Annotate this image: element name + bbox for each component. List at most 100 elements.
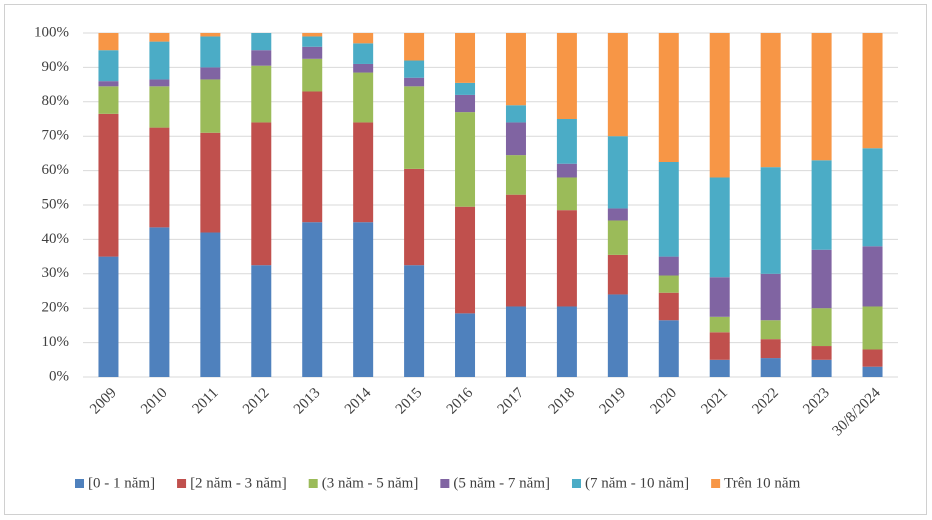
bar-segment [658,292,679,321]
bar-segment [353,63,374,73]
bar-segment [505,105,526,123]
bar-segment [251,50,272,66]
bar-segment [353,33,374,44]
bar-segment [455,94,476,113]
bar-segment [862,246,883,307]
bar-segment [811,33,832,161]
bar-segment [607,220,628,255]
bar-segment [98,50,119,82]
y-tick-label: 20% [42,300,70,316]
bar-segment [607,254,628,295]
bar-segment [862,349,883,367]
bar-segment [760,273,781,321]
legend-label: Trên 10 năm [724,475,800,491]
bar-segment [404,168,425,266]
y-tick-label: 0% [49,368,69,384]
bar-segment [760,320,781,340]
bar-segment [353,222,374,377]
bar-segment [811,249,832,309]
bar-segment [505,122,526,156]
bar-segment [455,33,476,83]
bar-segment [556,306,577,377]
bar-segment [302,222,323,377]
y-tick-label: 30% [42,265,70,281]
bar-segment [149,127,170,228]
bar-segment [302,46,323,59]
bar-segment [149,86,170,128]
bar-segment [200,67,221,80]
bar-segment [149,79,170,87]
bar-segment [455,82,476,95]
bar-segment [404,77,425,87]
bar-segment [811,160,832,250]
bar-segment [709,177,730,278]
bar-segment [98,81,119,87]
bar-segment [505,306,526,377]
legend-swatch [571,479,581,488]
bar-segment [709,359,730,377]
bar-segment [353,72,374,123]
legend-swatch [308,479,318,488]
bar-segment [302,91,323,223]
bar-segment [709,332,730,360]
bar-segment [98,33,119,51]
bar-segment [200,36,221,68]
legend-swatch [177,479,187,488]
bar-segment [455,112,476,207]
bar-segment [556,33,577,119]
bar-segment [862,306,883,350]
bar-segment [251,65,272,123]
bar-segment [658,275,679,293]
bar-segment [556,177,577,211]
legend-label: (3 năm - 5 năm] [322,475,419,491]
bar-segment [404,60,425,78]
bar-segment [353,122,374,223]
bar-segment [404,265,425,377]
bar-segment [709,277,730,317]
bar-segment [251,33,272,51]
bar-segment [658,256,679,276]
y-tick-label: 40% [42,231,70,247]
bar-segment [404,33,425,61]
y-tick-label: 50% [42,196,70,212]
bar-segment [658,320,679,377]
bar-segment [607,208,628,221]
bar-segment [607,136,628,209]
y-tick-label: 10% [42,334,70,350]
bar-segment [556,210,577,307]
legend-swatch [711,479,721,488]
bar-segment [811,359,832,377]
bar-segment [505,194,526,307]
legend-swatch [440,479,450,488]
bar-segment [658,162,679,257]
bar-segment [200,232,221,377]
y-tick-label: 90% [42,59,70,75]
bar-segment [760,33,781,168]
y-tick-label: 100% [34,24,69,40]
bar-segment [760,167,781,274]
bar-segment [98,86,119,114]
bar-segment [200,33,221,37]
bar-segment [302,36,323,47]
bar-segment [862,148,883,247]
bar-segment [251,122,272,266]
bar-segment [556,119,577,164]
bar-segment [862,366,883,377]
bar-segment [404,86,425,169]
bar-segment [607,33,628,137]
bar-segment [709,316,730,333]
bar-segment [251,265,272,377]
legend-label: [0 - 1 năm] [88,475,155,491]
bar-segment [149,33,170,42]
y-tick-label: 60% [42,162,70,178]
bar-segment [505,33,526,106]
bar-segment [862,33,883,149]
bar-segment [760,339,781,359]
bar-segment [455,313,476,377]
bar-segment [200,132,221,233]
bar-segment [455,206,476,314]
bar-segment [760,358,781,377]
bar-segment [811,346,832,360]
legend-swatch [75,479,84,488]
